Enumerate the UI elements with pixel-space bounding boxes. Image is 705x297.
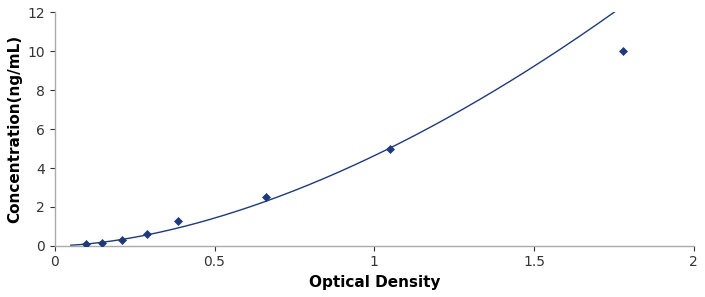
Y-axis label: Concentration(ng/mL): Concentration(ng/mL) [7,35,22,223]
X-axis label: Optical Density: Optical Density [309,275,440,290]
